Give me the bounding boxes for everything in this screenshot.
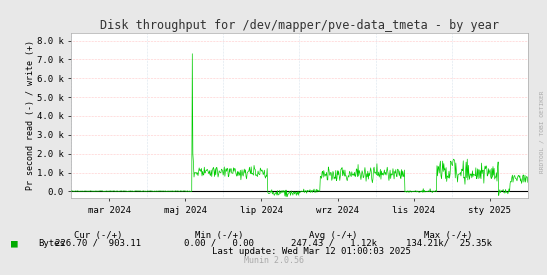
Text: Max (-/+): Max (-/+) — [424, 231, 473, 240]
Text: 226.70 /  903.11: 226.70 / 903.11 — [55, 238, 142, 247]
Text: 0.00 /   0.00: 0.00 / 0.00 — [184, 238, 254, 247]
Text: RRDTOOL / TOBI OETIKER: RRDTOOL / TOBI OETIKER — [539, 91, 544, 173]
Y-axis label: Pr second read (-) / write (+): Pr second read (-) / write (+) — [26, 40, 35, 191]
Title: Disk throughput for /dev/mapper/pve-data_tmeta - by year: Disk throughput for /dev/mapper/pve-data… — [100, 19, 499, 32]
Text: 134.21k/  25.35k: 134.21k/ 25.35k — [405, 238, 492, 247]
Text: Min (-/+): Min (-/+) — [195, 231, 243, 240]
Text: 247.43 /   1.12k: 247.43 / 1.12k — [290, 238, 377, 247]
Text: Cur (-/+): Cur (-/+) — [74, 231, 123, 240]
Text: Munin 2.0.56: Munin 2.0.56 — [243, 256, 304, 265]
Text: Avg (-/+): Avg (-/+) — [310, 231, 358, 240]
Text: Bytes: Bytes — [38, 239, 65, 248]
Text: Last update: Wed Mar 12 01:00:03 2025: Last update: Wed Mar 12 01:00:03 2025 — [212, 247, 411, 255]
Text: ■: ■ — [11, 238, 18, 248]
